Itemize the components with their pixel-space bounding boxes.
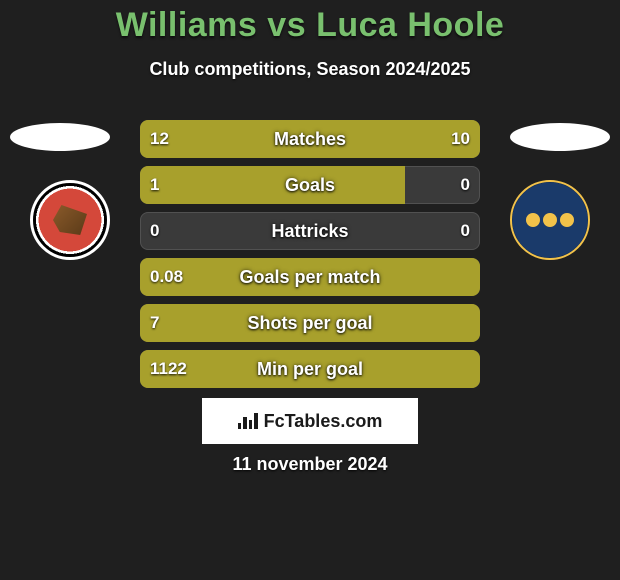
club-badge-b bbox=[510, 180, 590, 260]
page-title: Williams vs Luca Hoole bbox=[0, 0, 620, 45]
stat-bar-a bbox=[140, 350, 480, 388]
stat-bar-b bbox=[327, 120, 480, 158]
bar-chart-icon bbox=[238, 413, 258, 429]
stat-row: 1122Min per goal bbox=[140, 350, 480, 388]
stat-row: 1210Matches bbox=[140, 120, 480, 158]
stat-row: 00Hattricks bbox=[140, 212, 480, 250]
lion-icon bbox=[543, 213, 557, 227]
player-a-avatar-placeholder bbox=[10, 123, 110, 151]
stat-bar-a bbox=[140, 304, 480, 342]
club-badge-a bbox=[30, 180, 110, 260]
player-b-avatar-placeholder bbox=[510, 123, 610, 151]
subtitle: Club competitions, Season 2024/2025 bbox=[0, 59, 620, 80]
branding-box: FcTables.com bbox=[202, 398, 418, 444]
stat-row: 0.08Goals per match bbox=[140, 258, 480, 296]
lion-icon bbox=[560, 213, 574, 227]
stat-row: 7Shots per goal bbox=[140, 304, 480, 342]
stat-bar-bg bbox=[140, 212, 480, 250]
lion-icon bbox=[526, 213, 540, 227]
comparison-infographic: Williams vs Luca Hoole Club competitions… bbox=[0, 0, 620, 580]
stat-bar-a bbox=[140, 120, 327, 158]
date-text: 11 november 2024 bbox=[0, 454, 620, 475]
vs-text: vs bbox=[267, 6, 306, 44]
branding-text: FcTables.com bbox=[264, 411, 383, 432]
stat-bar-a bbox=[140, 166, 405, 204]
player-a-name: Williams bbox=[116, 6, 258, 44]
player-b-name: Luca Hoole bbox=[316, 6, 504, 44]
stat-row: 10Goals bbox=[140, 166, 480, 204]
stat-bar-a bbox=[140, 258, 480, 296]
stats-container: 1210Matches 10Goals 00Hattricks 0.08Goals p… bbox=[140, 120, 480, 396]
